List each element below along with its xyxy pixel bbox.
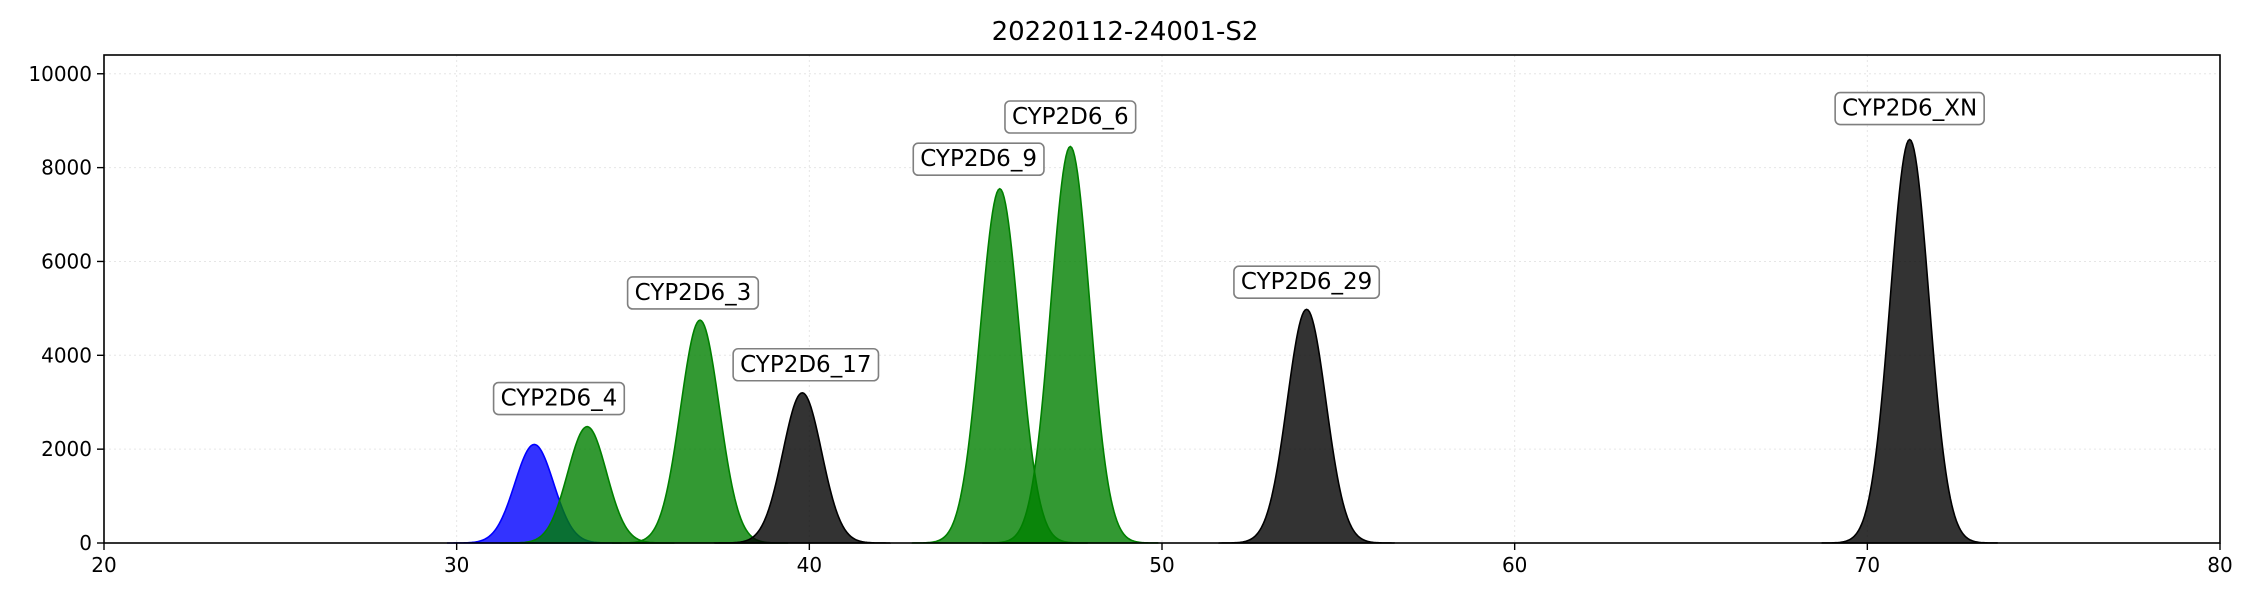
peak-area xyxy=(1821,138,1998,544)
peak-label-box xyxy=(1233,265,1381,299)
peak-area xyxy=(713,392,891,544)
peak-label-layer: CYP2D6_4 CYP2D6_3 CYP2D6_17 CYP2D6_9 CYP2D6_… xyxy=(492,91,1985,416)
peak-label: CYP2D6_29 xyxy=(1233,265,1381,299)
chart-title: 20220112-24001-S2 xyxy=(992,17,1259,47)
peak-label-text: CYP2D6_29 xyxy=(1241,269,1372,295)
peak-label-box xyxy=(626,276,760,310)
y-tick-label: 8000 xyxy=(41,156,92,180)
x-tick-label: 80 xyxy=(2207,553,2232,577)
x-tick-label: 20 xyxy=(91,553,116,577)
peak-label-text: CYP2D6_17 xyxy=(740,352,871,378)
peak-area xyxy=(982,145,1159,544)
peak-label: CYP2D6_17 xyxy=(732,347,880,382)
peak-label-text: CYP2D6_4 xyxy=(501,386,618,412)
x-tick-label: 60 xyxy=(1502,553,1527,577)
x-tick-label: 50 xyxy=(1149,553,1174,577)
peak-label: CYP2D6_XN xyxy=(1834,91,1985,126)
x-tick-label: 70 xyxy=(1855,553,1880,577)
y-tick-label: 6000 xyxy=(41,249,92,273)
peak-area-layer xyxy=(446,138,1998,544)
peak-label-box xyxy=(492,381,626,416)
peak-area xyxy=(1218,308,1395,544)
y-tick-label: 4000 xyxy=(41,343,92,367)
peak-label-box xyxy=(1834,91,1985,126)
y-tick-label: 0 xyxy=(79,531,92,555)
peak-label: CYP2D6_9 xyxy=(912,142,1045,177)
peak-label-box xyxy=(1004,100,1137,134)
x-tick-label: 40 xyxy=(797,553,822,577)
peak-label: CYP2D6_3 xyxy=(626,276,760,310)
peak-label-text: CYP2D6_3 xyxy=(635,280,752,306)
y-tick-label: 10000 xyxy=(28,62,92,86)
peak-label-text: CYP2D6_9 xyxy=(920,146,1037,172)
axis-layer: 20 30 40 50 60 70 80 0 2000 4000 6000 8000 10000 xyxy=(28,54,2233,577)
peak-label-text: CYP2D6_XN xyxy=(1842,96,1977,122)
peak-label-text: CYP2D6_6 xyxy=(1012,104,1129,130)
peak-label-box xyxy=(732,347,880,382)
peak-label-box xyxy=(912,142,1045,177)
peak-label: CYP2D6_6 xyxy=(1004,100,1137,134)
y-tick-label: 2000 xyxy=(41,437,92,461)
peak-label: CYP2D6_4 xyxy=(492,381,626,416)
x-tick-label: 30 xyxy=(444,553,469,577)
